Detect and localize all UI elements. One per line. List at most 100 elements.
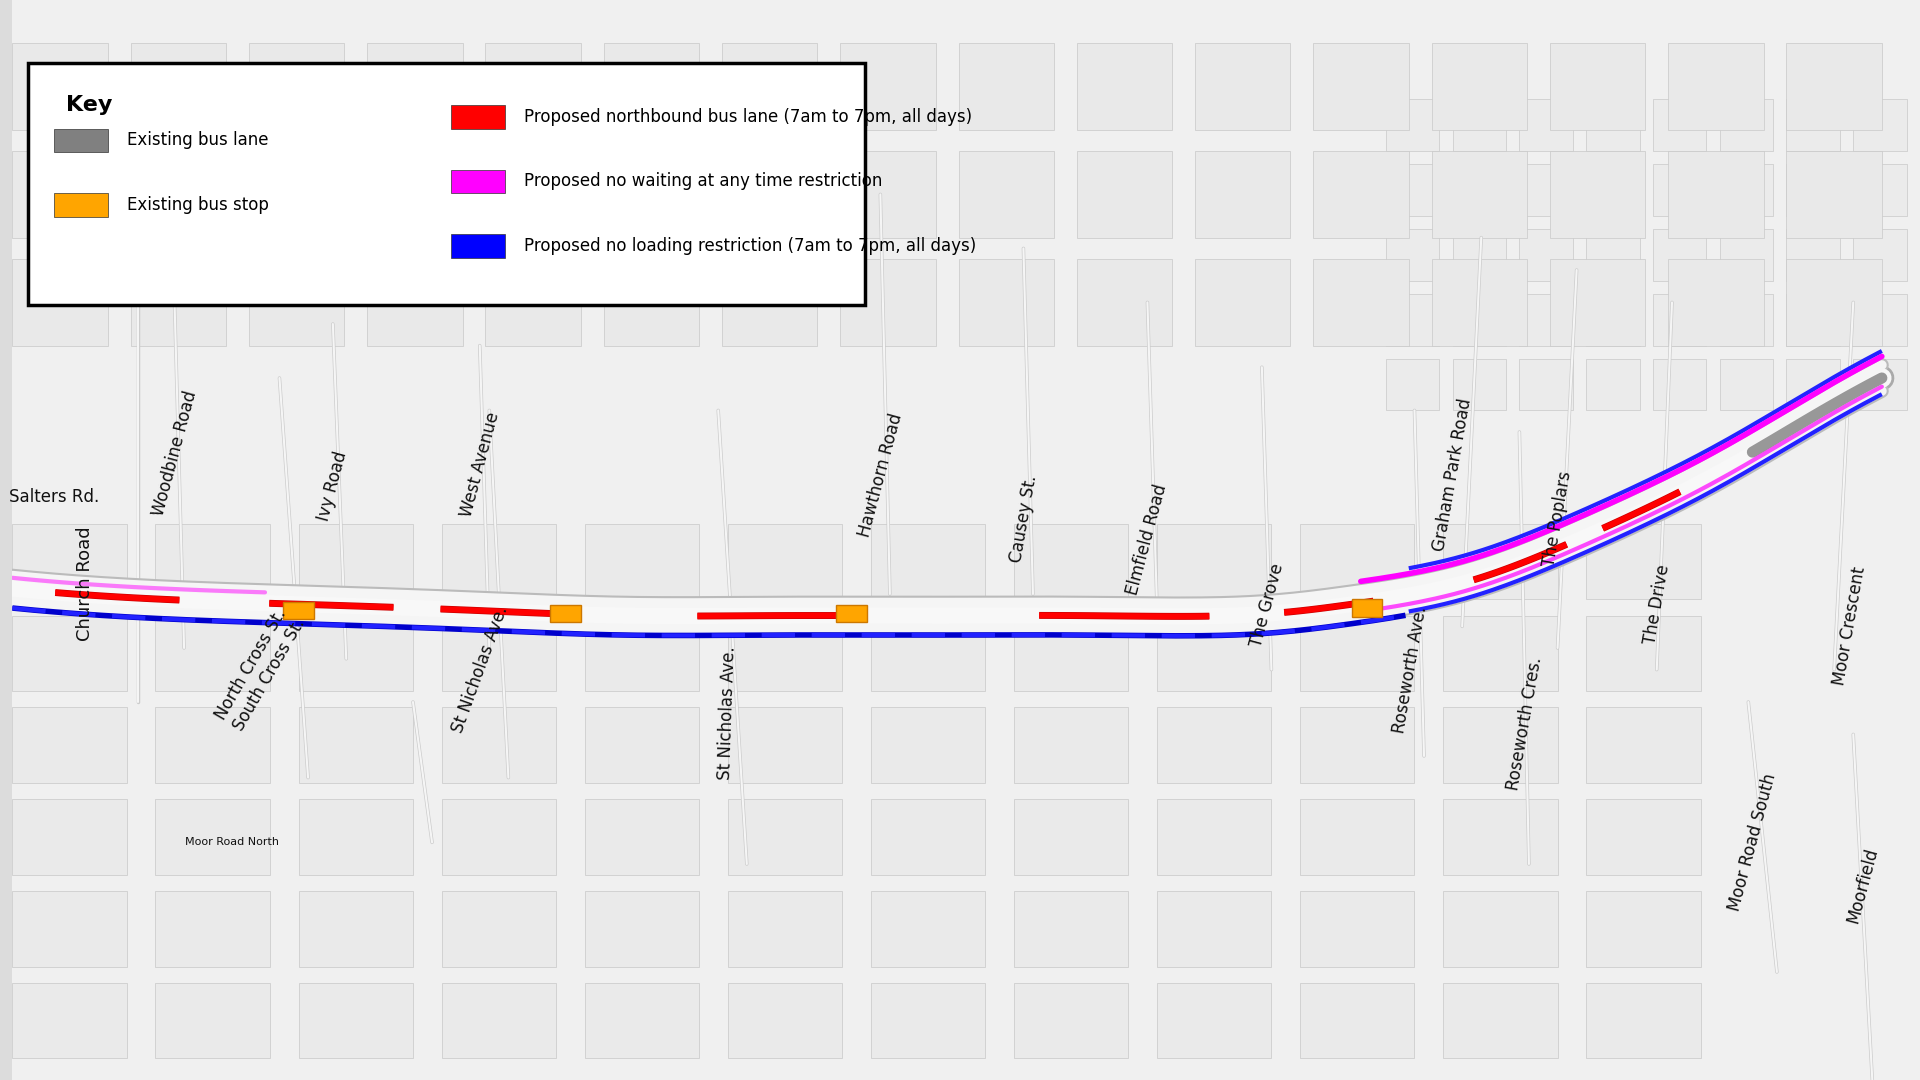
Bar <box>1653 294 1707 346</box>
Bar <box>486 259 582 346</box>
Bar <box>1653 99 1707 151</box>
Bar <box>156 524 271 599</box>
Bar <box>1014 524 1129 599</box>
Text: Roseworth Ave.: Roseworth Ave. <box>1390 605 1430 734</box>
Bar <box>1194 259 1290 346</box>
Bar <box>1432 151 1526 238</box>
Bar <box>722 259 818 346</box>
Bar <box>586 616 699 691</box>
Bar <box>872 616 985 691</box>
Bar <box>1352 599 1382 617</box>
Bar <box>1586 616 1701 691</box>
Bar <box>1444 707 1557 783</box>
Bar <box>156 616 271 691</box>
Bar <box>1786 164 1839 216</box>
Bar <box>1300 891 1415 967</box>
Text: The Grove: The Grove <box>1248 561 1288 649</box>
Bar <box>1586 229 1640 281</box>
Bar <box>156 799 271 875</box>
Bar <box>131 43 227 130</box>
Bar <box>442 707 557 783</box>
Bar <box>250 259 344 346</box>
Bar <box>54 193 108 217</box>
Bar <box>841 43 935 130</box>
Bar <box>451 234 505 258</box>
Bar <box>1586 294 1640 346</box>
Text: Graham Park Road: Graham Park Road <box>1430 397 1475 553</box>
Bar <box>586 983 699 1058</box>
Bar <box>1453 229 1505 281</box>
Bar <box>298 983 413 1058</box>
Bar <box>1519 99 1572 151</box>
Bar <box>12 983 127 1058</box>
Bar <box>728 891 843 967</box>
Bar <box>298 707 413 783</box>
Text: Ivy Road: Ivy Road <box>315 449 351 523</box>
Bar <box>442 616 557 691</box>
Text: Moorfield: Moorfield <box>1843 846 1882 926</box>
Text: West Avenue: West Avenue <box>457 410 503 518</box>
Bar <box>1786 259 1882 346</box>
Bar <box>1586 983 1701 1058</box>
Bar <box>486 43 582 130</box>
Bar <box>1300 983 1415 1058</box>
Bar <box>872 891 985 967</box>
Bar <box>872 799 985 875</box>
Bar <box>156 707 271 783</box>
Bar <box>1386 294 1440 346</box>
Bar <box>1586 707 1701 783</box>
Bar <box>1653 359 1707 410</box>
Bar <box>603 43 699 130</box>
Bar <box>298 891 413 967</box>
Text: Church Road: Church Road <box>77 526 94 640</box>
Bar <box>1313 151 1409 238</box>
Bar <box>1386 229 1440 281</box>
Text: Woodbine Road: Woodbine Road <box>150 389 200 518</box>
Bar <box>1194 43 1290 130</box>
Bar <box>958 43 1054 130</box>
Bar <box>728 616 843 691</box>
Bar <box>1158 891 1271 967</box>
Bar <box>1586 799 1701 875</box>
Bar <box>1453 294 1505 346</box>
Bar <box>442 799 557 875</box>
Bar <box>12 43 108 130</box>
Bar <box>1453 359 1505 410</box>
Text: North Cross St.
South Cross St.: North Cross St. South Cross St. <box>211 605 309 734</box>
Bar <box>1077 151 1173 238</box>
Bar <box>1453 99 1505 151</box>
Bar <box>1300 616 1415 691</box>
Bar <box>1313 259 1409 346</box>
Bar <box>958 151 1054 238</box>
Bar <box>1549 43 1645 130</box>
Bar <box>1853 229 1907 281</box>
Bar <box>367 259 463 346</box>
Bar <box>586 707 699 783</box>
Bar <box>451 170 505 193</box>
Bar <box>586 524 699 599</box>
Bar <box>1444 983 1557 1058</box>
Bar <box>298 524 413 599</box>
Bar <box>442 983 557 1058</box>
Bar <box>1786 294 1839 346</box>
Bar <box>728 983 843 1058</box>
Text: Salters Rd.: Salters Rd. <box>10 488 100 505</box>
Bar <box>1720 359 1772 410</box>
Bar <box>1386 99 1440 151</box>
Bar <box>1014 707 1129 783</box>
Bar <box>586 891 699 967</box>
Bar <box>367 43 463 130</box>
Bar <box>54 129 108 152</box>
Bar <box>1300 524 1415 599</box>
Bar <box>1519 359 1572 410</box>
Bar <box>131 259 227 346</box>
Bar <box>728 524 843 599</box>
Bar <box>722 43 818 130</box>
Bar <box>1786 229 1839 281</box>
Bar <box>12 707 127 783</box>
Bar <box>1158 983 1271 1058</box>
Text: The Drive: The Drive <box>1642 564 1672 646</box>
Bar <box>1653 164 1707 216</box>
Bar <box>1158 524 1271 599</box>
Bar <box>298 616 413 691</box>
